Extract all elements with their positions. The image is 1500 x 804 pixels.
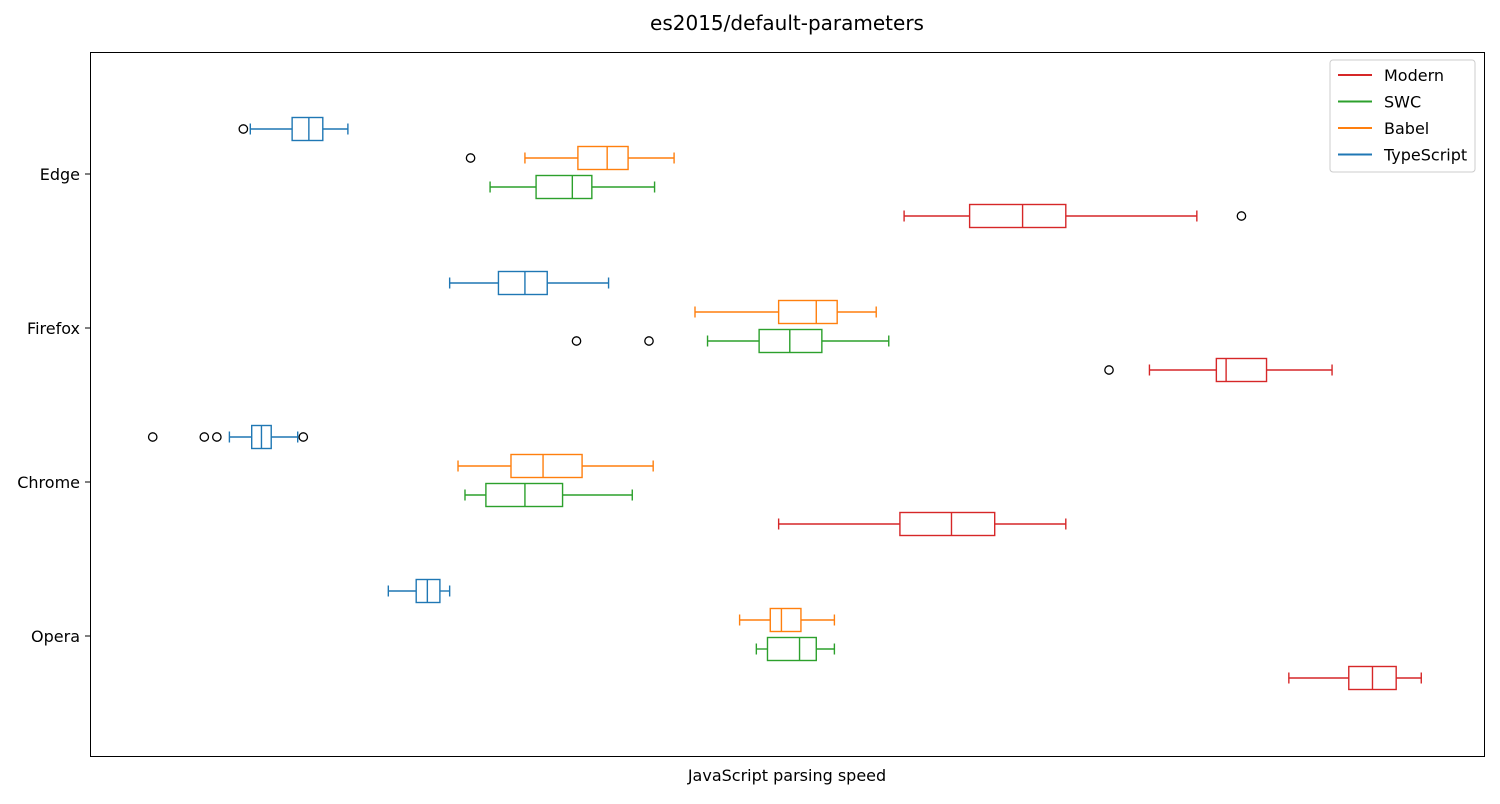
legend-label: Modern bbox=[1384, 66, 1444, 85]
box-iqr bbox=[777, 299, 838, 325]
y-tick-label: Opera bbox=[31, 627, 80, 646]
legend-item-swc: SWC bbox=[1338, 93, 1421, 112]
plot-area-frame bbox=[90, 52, 1485, 757]
outlier-point bbox=[147, 432, 158, 442]
legend-label: TypeScript bbox=[1383, 146, 1467, 165]
box-modern-edge bbox=[903, 203, 1247, 229]
legend-item-modern: Modern bbox=[1338, 66, 1444, 85]
box-typescript-edge bbox=[238, 116, 349, 142]
box-modern-firefox bbox=[1104, 357, 1333, 383]
outlier-point bbox=[571, 336, 582, 346]
box-typescript-opera bbox=[387, 578, 451, 604]
box-iqr bbox=[291, 116, 324, 142]
box-babel-firefox bbox=[694, 299, 877, 325]
y-tick-label: Firefox bbox=[27, 319, 80, 338]
outlier-point bbox=[465, 153, 476, 163]
legend-label: Babel bbox=[1384, 119, 1429, 138]
box-iqr bbox=[510, 453, 583, 479]
box-iqr bbox=[766, 636, 817, 662]
box-babel-edge bbox=[465, 145, 675, 171]
outlier-point bbox=[212, 432, 222, 442]
y-tick-label: Edge bbox=[40, 165, 80, 184]
chart-marks bbox=[147, 116, 1422, 691]
outlier-point bbox=[199, 432, 210, 442]
x-axis-label: JavaScript parsing speed bbox=[687, 766, 886, 785]
box-typescript-firefox bbox=[448, 270, 610, 296]
y-axis: Edge Firefox Chrome Opera bbox=[17, 165, 90, 646]
legend-frame bbox=[1329, 59, 1476, 173]
box-iqr bbox=[1215, 357, 1268, 383]
box-iqr bbox=[577, 145, 629, 171]
box-babel-opera bbox=[738, 607, 836, 633]
legend-label: SWC bbox=[1384, 93, 1421, 112]
legend-item-babel: Babel bbox=[1338, 119, 1429, 138]
box-babel-chrome bbox=[457, 453, 654, 479]
y-tick-label: Chrome bbox=[17, 473, 80, 492]
box-swc-chrome bbox=[464, 482, 633, 508]
box-typescript-chrome bbox=[147, 424, 309, 450]
box-iqr bbox=[535, 174, 593, 200]
legend: Modern SWC Babel TypeScript bbox=[1329, 59, 1476, 173]
box-modern-chrome bbox=[777, 511, 1067, 537]
legend-item-typescript: TypeScript bbox=[1338, 146, 1467, 165]
box-iqr bbox=[769, 607, 802, 633]
box-swc-opera bbox=[755, 636, 836, 662]
box-iqr bbox=[899, 511, 996, 537]
chart-title: es2015/default-parameters bbox=[650, 11, 924, 35]
box-swc-edge bbox=[489, 174, 656, 200]
box-iqr bbox=[497, 270, 548, 296]
outlier-point bbox=[298, 432, 309, 442]
box-modern-opera bbox=[1288, 665, 1422, 691]
outlier-point bbox=[238, 124, 249, 134]
outlier-point bbox=[1104, 365, 1114, 375]
outlier-point bbox=[1236, 211, 1247, 221]
box-swc-firefox bbox=[571, 328, 890, 354]
outlier-point bbox=[644, 336, 654, 346]
box-iqr bbox=[968, 203, 1067, 229]
